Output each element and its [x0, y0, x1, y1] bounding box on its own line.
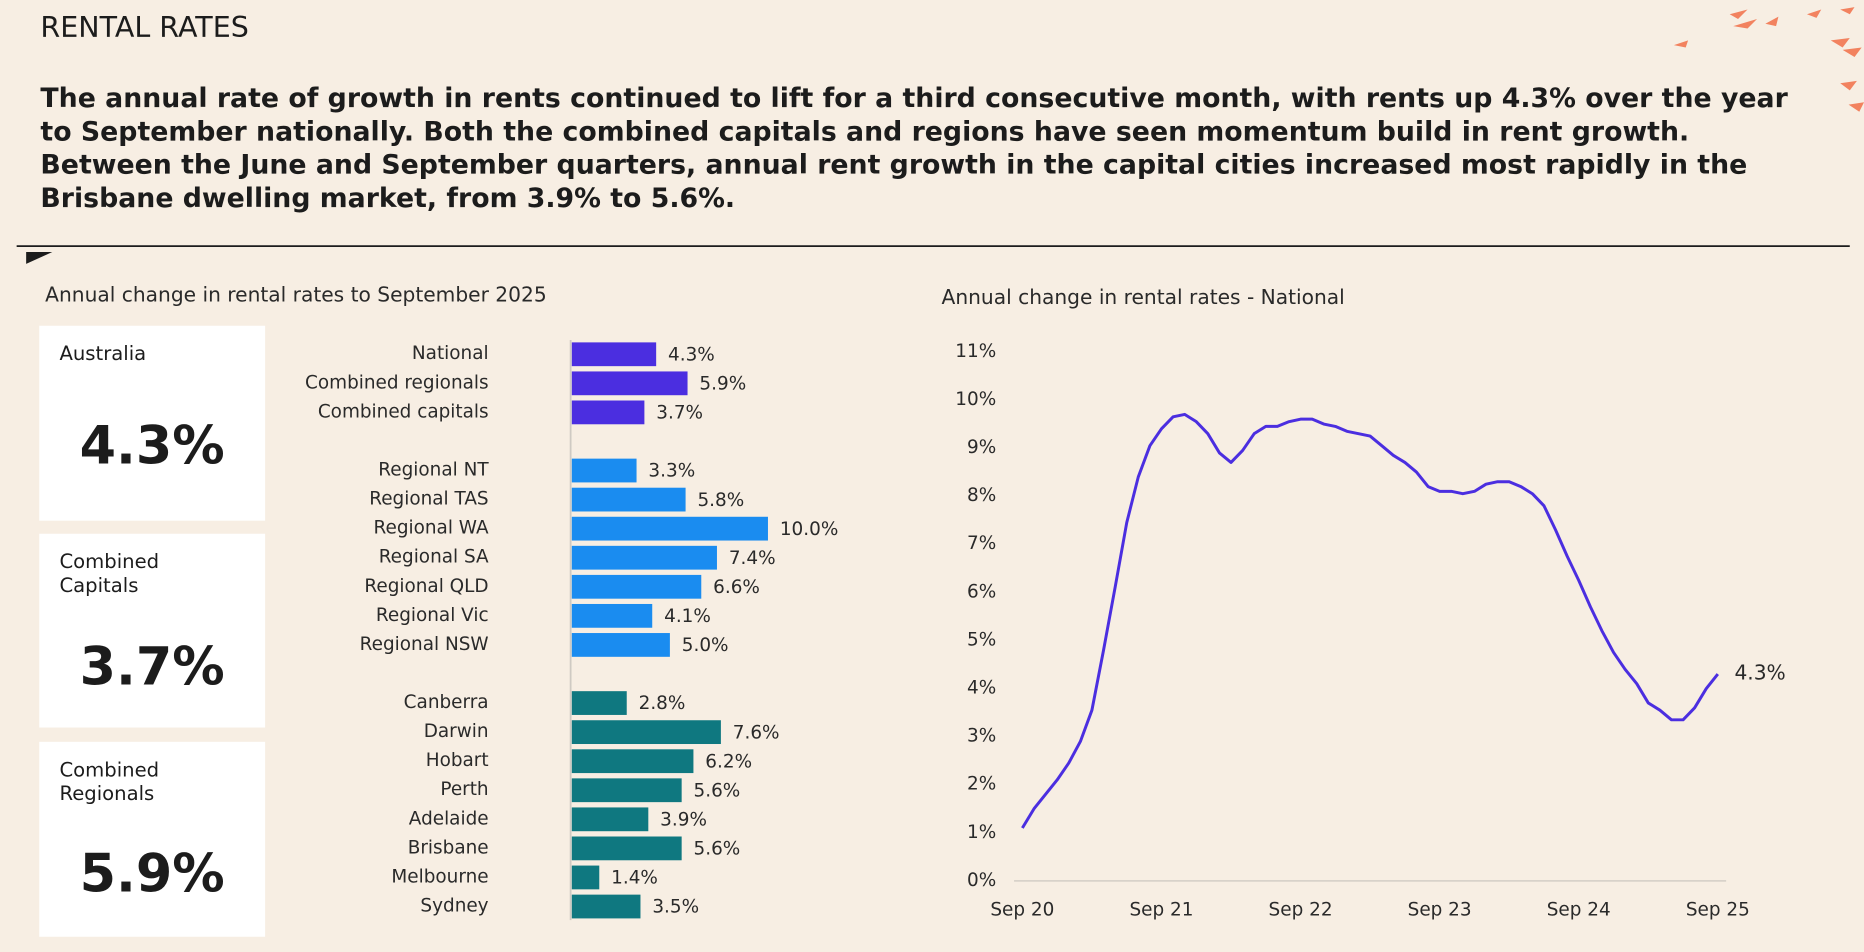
value-label: 3.7%	[656, 403, 703, 424]
x-tick-label: Sep 23	[1408, 900, 1472, 921]
value-label: 5.6%	[694, 839, 741, 860]
page-title: RENTAL RATES	[40, 10, 249, 44]
value-label: 7.4%	[729, 548, 776, 569]
bar	[571, 371, 688, 396]
value-label: 5.9%	[699, 374, 746, 395]
value-label: 7.6%	[733, 722, 780, 743]
bar	[571, 894, 641, 919]
value-label: 4.3%	[668, 344, 715, 365]
bar	[571, 720, 721, 745]
kpi-value: 4.3%	[79, 416, 225, 477]
category-label: Regional NT	[378, 460, 489, 481]
y-tick-label: 6%	[967, 581, 996, 602]
summary: The annual rate of growth in rents conti…	[40, 83, 1788, 214]
kpi-label: Combined Regionals	[59, 758, 160, 805]
value-label: 6.6%	[713, 577, 760, 598]
value-label: 6.2%	[705, 751, 752, 772]
category-label: Canberra	[404, 692, 489, 713]
decoration	[1673, 7, 1864, 112]
value-label: 5.8%	[697, 490, 744, 511]
x-tick-label: Sep 22	[1269, 900, 1333, 921]
category-label: Regional NSW	[360, 634, 489, 655]
y-tick-label: 4%	[967, 678, 996, 699]
kpi-card: Australia 4.3%	[39, 325, 266, 521]
y-tick-label: 0%	[967, 870, 996, 891]
kpi-value: 3.7%	[79, 637, 225, 698]
category-label: Regional Vic	[376, 605, 489, 626]
value-label: 4.1%	[664, 606, 711, 627]
category-label: Melbourne	[391, 866, 488, 887]
kpi-value: 5.9%	[79, 844, 225, 905]
bar	[571, 778, 682, 803]
category-label: National	[412, 343, 489, 364]
value-label: 5.6%	[694, 780, 741, 801]
value-label: 2.8%	[639, 693, 686, 714]
end-label: 4.3%	[1734, 661, 1785, 685]
bar	[571, 516, 768, 541]
chart-title: Annual change in rental rates to Septemb…	[45, 283, 547, 307]
category-label: Hobart	[426, 750, 489, 771]
bar	[571, 545, 717, 570]
y-tick-label: 9%	[967, 437, 996, 458]
bar	[571, 633, 670, 657]
category-label: Regional TAS	[369, 489, 488, 510]
category-label: Regional WA	[374, 518, 489, 539]
category-label: Darwin	[424, 721, 489, 742]
x-tick-label: Sep 21	[1129, 900, 1193, 921]
y-tick-label: 10%	[955, 389, 996, 410]
bar	[571, 749, 694, 774]
kpi-card: Combined Regionals 5.9%	[39, 741, 266, 937]
y-tick-label: 8%	[967, 485, 996, 506]
bar	[571, 865, 600, 890]
bar	[571, 836, 682, 861]
chart-title: Annual change in rental rates - National	[942, 285, 1345, 309]
bar	[571, 574, 702, 599]
value-label: 3.5%	[652, 897, 699, 918]
bar	[571, 400, 645, 425]
category-label: Regional QLD	[364, 576, 488, 597]
value-label: 10.0%	[780, 519, 838, 540]
y-tick-label: 1%	[967, 822, 996, 843]
category-label: Combined capitals	[318, 401, 489, 422]
category-label: Sydney	[420, 896, 488, 917]
category-label: Adelaide	[409, 808, 489, 829]
bar	[571, 807, 649, 832]
category-label: Combined regionals	[305, 372, 489, 393]
category-label: Regional SA	[379, 547, 489, 568]
bar	[571, 603, 653, 628]
kpi-label: Combined Capitals	[59, 550, 160, 597]
x-tick-label: Sep 24	[1547, 900, 1611, 921]
x-tick-label: Sep 20	[990, 900, 1054, 921]
kpi-card: Combined Capitals 3.7%	[39, 533, 266, 728]
value-label: 1.4%	[611, 868, 658, 889]
bar	[571, 691, 627, 715]
kpi-label: Australia	[59, 342, 147, 365]
y-tick-label: 7%	[967, 533, 996, 554]
value-label: 5.0%	[682, 635, 729, 656]
y-tick-label: 2%	[967, 774, 996, 795]
bar	[571, 342, 657, 367]
line	[1021, 412, 1719, 829]
category-label: Perth	[440, 779, 488, 800]
bar	[571, 487, 686, 512]
value-label: 3.9%	[660, 810, 707, 831]
bar	[571, 458, 637, 483]
category-label: Brisbane	[408, 837, 489, 858]
x-tick-label: Sep 25	[1686, 900, 1750, 921]
y-tick-label: 3%	[967, 726, 996, 747]
y-tick-label: 5%	[967, 629, 996, 650]
divider-marker	[26, 252, 53, 264]
y-tick-label: 11%	[955, 341, 996, 362]
value-label: 3.3%	[648, 461, 695, 482]
